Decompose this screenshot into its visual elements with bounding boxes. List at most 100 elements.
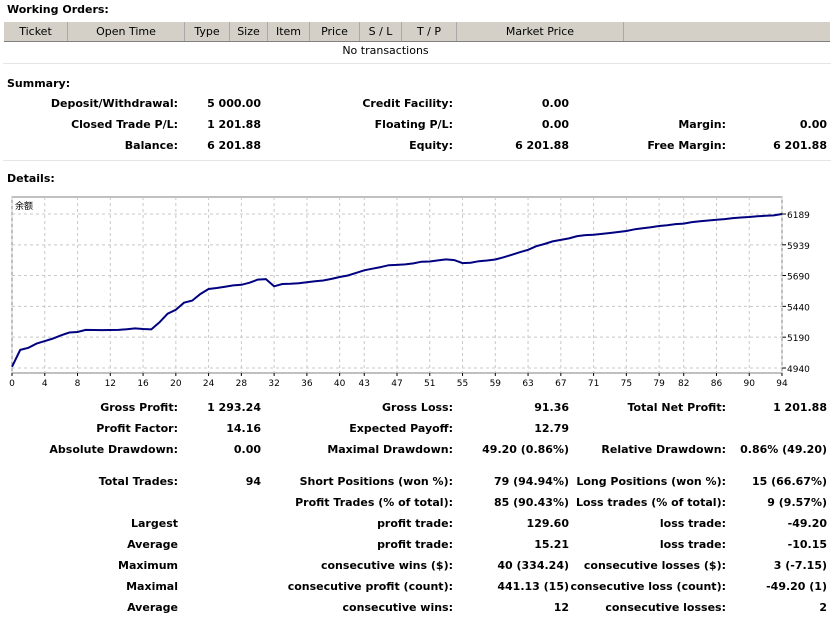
floating-pl-value: 0.00 bbox=[541, 118, 569, 131]
working-orders-title: Working Orders: bbox=[7, 3, 109, 16]
stat-label: Maximum bbox=[118, 559, 178, 572]
credit-facility-label: Credit Facility: bbox=[362, 97, 453, 110]
stat-value: 15.21 bbox=[534, 538, 569, 551]
column-header-tp[interactable]: T / P bbox=[402, 22, 457, 41]
x-tick-label: 86 bbox=[711, 379, 723, 389]
stat-value: 14.16 bbox=[226, 422, 261, 435]
y-tick-label: 5190 bbox=[787, 334, 810, 344]
column-header-item[interactable]: Item bbox=[268, 22, 310, 41]
stat-label: Gross Loss: bbox=[382, 401, 453, 414]
balance-series-line bbox=[11, 213, 783, 368]
x-tick-label: 32 bbox=[268, 379, 279, 389]
x-tick-label: 63 bbox=[522, 379, 533, 389]
x-tick-label: 28 bbox=[236, 379, 248, 389]
margin-label: Margin: bbox=[678, 118, 726, 131]
stat-label: loss trade: bbox=[659, 538, 726, 551]
column-header-price[interactable]: Price bbox=[310, 22, 360, 41]
equity-label: Equity: bbox=[409, 139, 453, 152]
credit-facility-value: 0.00 bbox=[541, 97, 569, 110]
stat-label: consecutive wins ($): bbox=[320, 559, 453, 572]
stat-label: Absolute Drawdown: bbox=[49, 443, 178, 456]
stat-label: Maximal Drawdown: bbox=[327, 443, 453, 456]
column-header-type[interactable]: Type bbox=[185, 22, 230, 41]
x-tick-label: 47 bbox=[391, 379, 402, 389]
stat-value: 1 201.88 bbox=[773, 401, 827, 414]
stat-label: loss trade: bbox=[659, 517, 726, 530]
closed-trade-value: 1 201.88 bbox=[207, 118, 261, 131]
column-header-open-time[interactable]: Open Time bbox=[68, 22, 185, 41]
closed-trade-label: Closed Trade P/L: bbox=[71, 118, 178, 131]
x-tick-label: 71 bbox=[588, 379, 599, 389]
stat-label: profit trade: bbox=[377, 517, 453, 530]
x-tick-label: 59 bbox=[490, 379, 502, 389]
stat-value: 15 (66.67%) bbox=[751, 475, 827, 488]
column-header-market-price[interactable]: Market Price bbox=[457, 22, 624, 41]
column-header-ticket[interactable]: Ticket bbox=[4, 22, 68, 41]
divider bbox=[3, 160, 831, 161]
x-tick-label: 40 bbox=[334, 379, 346, 389]
deposit-label: Deposit/Withdrawal: bbox=[50, 97, 178, 110]
stat-value: 94 bbox=[245, 475, 261, 488]
stat-value: 85 (90.43%) bbox=[493, 496, 569, 509]
y-tick-label: 6189 bbox=[787, 211, 810, 221]
stat-label: Short Positions (won %): bbox=[299, 475, 453, 488]
stat-value: 2 bbox=[819, 601, 827, 614]
x-tick-label: 4 bbox=[42, 379, 48, 389]
x-tick-label: 82 bbox=[678, 379, 689, 389]
stat-value: 129.60 bbox=[526, 517, 569, 530]
stat-value: -49.20 (1) bbox=[766, 580, 827, 593]
x-tick-label: 51 bbox=[424, 379, 435, 389]
stat-value: 79 (94.94%) bbox=[493, 475, 569, 488]
stat-value: 441.13 (15) bbox=[497, 580, 569, 593]
stat-label: Maximal bbox=[126, 580, 178, 593]
stat-label: consecutive losses ($): bbox=[583, 559, 726, 572]
stat-value: -49.20 bbox=[787, 517, 827, 530]
x-tick-label: 0 bbox=[9, 379, 15, 389]
stat-value: 9 (9.57%) bbox=[767, 496, 827, 509]
stat-label: Largest bbox=[131, 517, 178, 530]
orders-table-header: Ticket Open Time Type Size Item Price S … bbox=[4, 21, 830, 42]
stat-value: 49.20 (0.86%) bbox=[482, 443, 569, 456]
stat-value: 12.79 bbox=[534, 422, 569, 435]
stat-label: Average bbox=[127, 601, 178, 614]
stat-value: 1 293.24 bbox=[207, 401, 261, 414]
divider bbox=[3, 63, 831, 64]
stat-label: consecutive profit (count): bbox=[287, 580, 453, 593]
stat-label: Total Trades: bbox=[98, 475, 178, 488]
x-tick-label: 43 bbox=[359, 379, 370, 389]
stat-label: consecutive wins: bbox=[342, 601, 453, 614]
stat-label: Profit Trades (% of total): bbox=[295, 496, 453, 509]
x-tick-label: 79 bbox=[653, 379, 665, 389]
stat-label: Long Positions (won %): bbox=[576, 475, 726, 488]
summary-title: Summary: bbox=[7, 77, 71, 90]
stat-label: Average bbox=[127, 538, 178, 551]
balance-value: 6 201.88 bbox=[207, 139, 261, 152]
x-tick-label: 24 bbox=[203, 379, 215, 389]
stat-value: 91.36 bbox=[534, 401, 569, 414]
margin-value: 0.00 bbox=[799, 118, 827, 131]
x-tick-label: 55 bbox=[457, 379, 468, 389]
legend-label: 余额 bbox=[15, 200, 33, 212]
y-tick-label: 4940 bbox=[787, 365, 810, 375]
x-tick-label: 75 bbox=[621, 379, 632, 389]
stat-label: Profit Factor: bbox=[96, 422, 178, 435]
stat-label: profit trade: bbox=[377, 538, 453, 551]
free-margin-value: 6 201.88 bbox=[773, 139, 827, 152]
column-header-size[interactable]: Size bbox=[230, 22, 268, 41]
stat-label: Total Net Profit: bbox=[627, 401, 727, 414]
column-header-sl[interactable]: S / L bbox=[360, 22, 402, 41]
x-tick-label: 20 bbox=[170, 379, 182, 389]
y-tick-label: 5939 bbox=[787, 242, 810, 252]
stat-value: -10.15 bbox=[787, 538, 827, 551]
y-tick-label: 5440 bbox=[787, 303, 810, 313]
free-margin-label: Free Margin: bbox=[647, 139, 726, 152]
details-title: Details: bbox=[7, 172, 55, 185]
y-tick-label: 5690 bbox=[787, 273, 810, 283]
balance-label: Balance: bbox=[124, 139, 178, 152]
stat-value: 0.00 bbox=[233, 443, 261, 456]
stat-label: consecutive loss (count): bbox=[570, 580, 726, 593]
equity-value: 6 201.88 bbox=[515, 139, 569, 152]
stat-value: 3 (-7.15) bbox=[773, 559, 827, 572]
deposit-value: 5 000.00 bbox=[207, 97, 261, 110]
